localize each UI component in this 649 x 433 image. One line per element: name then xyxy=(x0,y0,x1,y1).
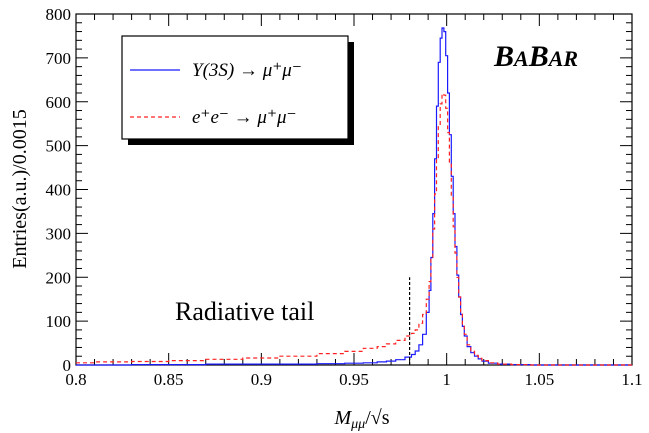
x-tick-label: 1.1 xyxy=(621,370,642,389)
legend-label-series-1: Υ(3S) → μ⁺μ⁻ xyxy=(192,60,302,81)
y-tick-label: 600 xyxy=(46,93,72,112)
y-tick-label: 800 xyxy=(46,5,72,24)
babar-logo-part-4: AR xyxy=(547,46,578,71)
x-tick-label: 0.85 xyxy=(154,370,184,389)
radiative-tail-annotation: Radiative tail xyxy=(175,297,314,326)
babar-logo-part-1: B xyxy=(493,40,514,73)
y-tick-label: 200 xyxy=(46,268,72,287)
x-axis-title: Mμμ/√s xyxy=(333,407,389,432)
x-tick-label: 0.8 xyxy=(65,370,86,389)
babar-logo: BABAR xyxy=(493,40,578,73)
babar-logo-part-3: B xyxy=(528,40,549,73)
legend-box xyxy=(121,35,349,140)
y-axis-title: Entries(a.u.)/0.0015 xyxy=(9,109,31,268)
y-tick-label: 100 xyxy=(46,312,72,331)
y-tick-label: 400 xyxy=(46,181,72,200)
x-tick-label: 1 xyxy=(442,370,451,389)
x-axis-title-tail: /√s xyxy=(365,407,390,429)
y-tick-label: 300 xyxy=(46,224,72,243)
y-tick-label: 500 xyxy=(46,137,72,156)
y-tick-label: 0 xyxy=(63,356,72,375)
x-tick-label: 1.05 xyxy=(524,370,554,389)
axes: 0 100 200 300 400 500 600 700 800 0.8 0.85 0.9 0.95 1… xyxy=(46,5,643,389)
series-group xyxy=(76,27,632,366)
series-line-2 xyxy=(76,93,632,366)
legend-label-series-2: e⁺e⁻ → μ⁺μ⁻ xyxy=(192,107,297,128)
x-axis-title-main: M xyxy=(333,407,352,429)
x-tick-label: 0.95 xyxy=(339,370,369,389)
series-line-1 xyxy=(76,27,632,366)
y-tick-label: 700 xyxy=(46,49,72,68)
x-axis-title-sub: μμ xyxy=(350,417,365,432)
babar-logo-part-2: A xyxy=(512,46,529,71)
legend: Υ(3S) → μ⁺μ⁻ e⁺e⁻ → μ⁺μ⁻ xyxy=(121,35,354,145)
x-tick-label: 0.9 xyxy=(251,370,272,389)
